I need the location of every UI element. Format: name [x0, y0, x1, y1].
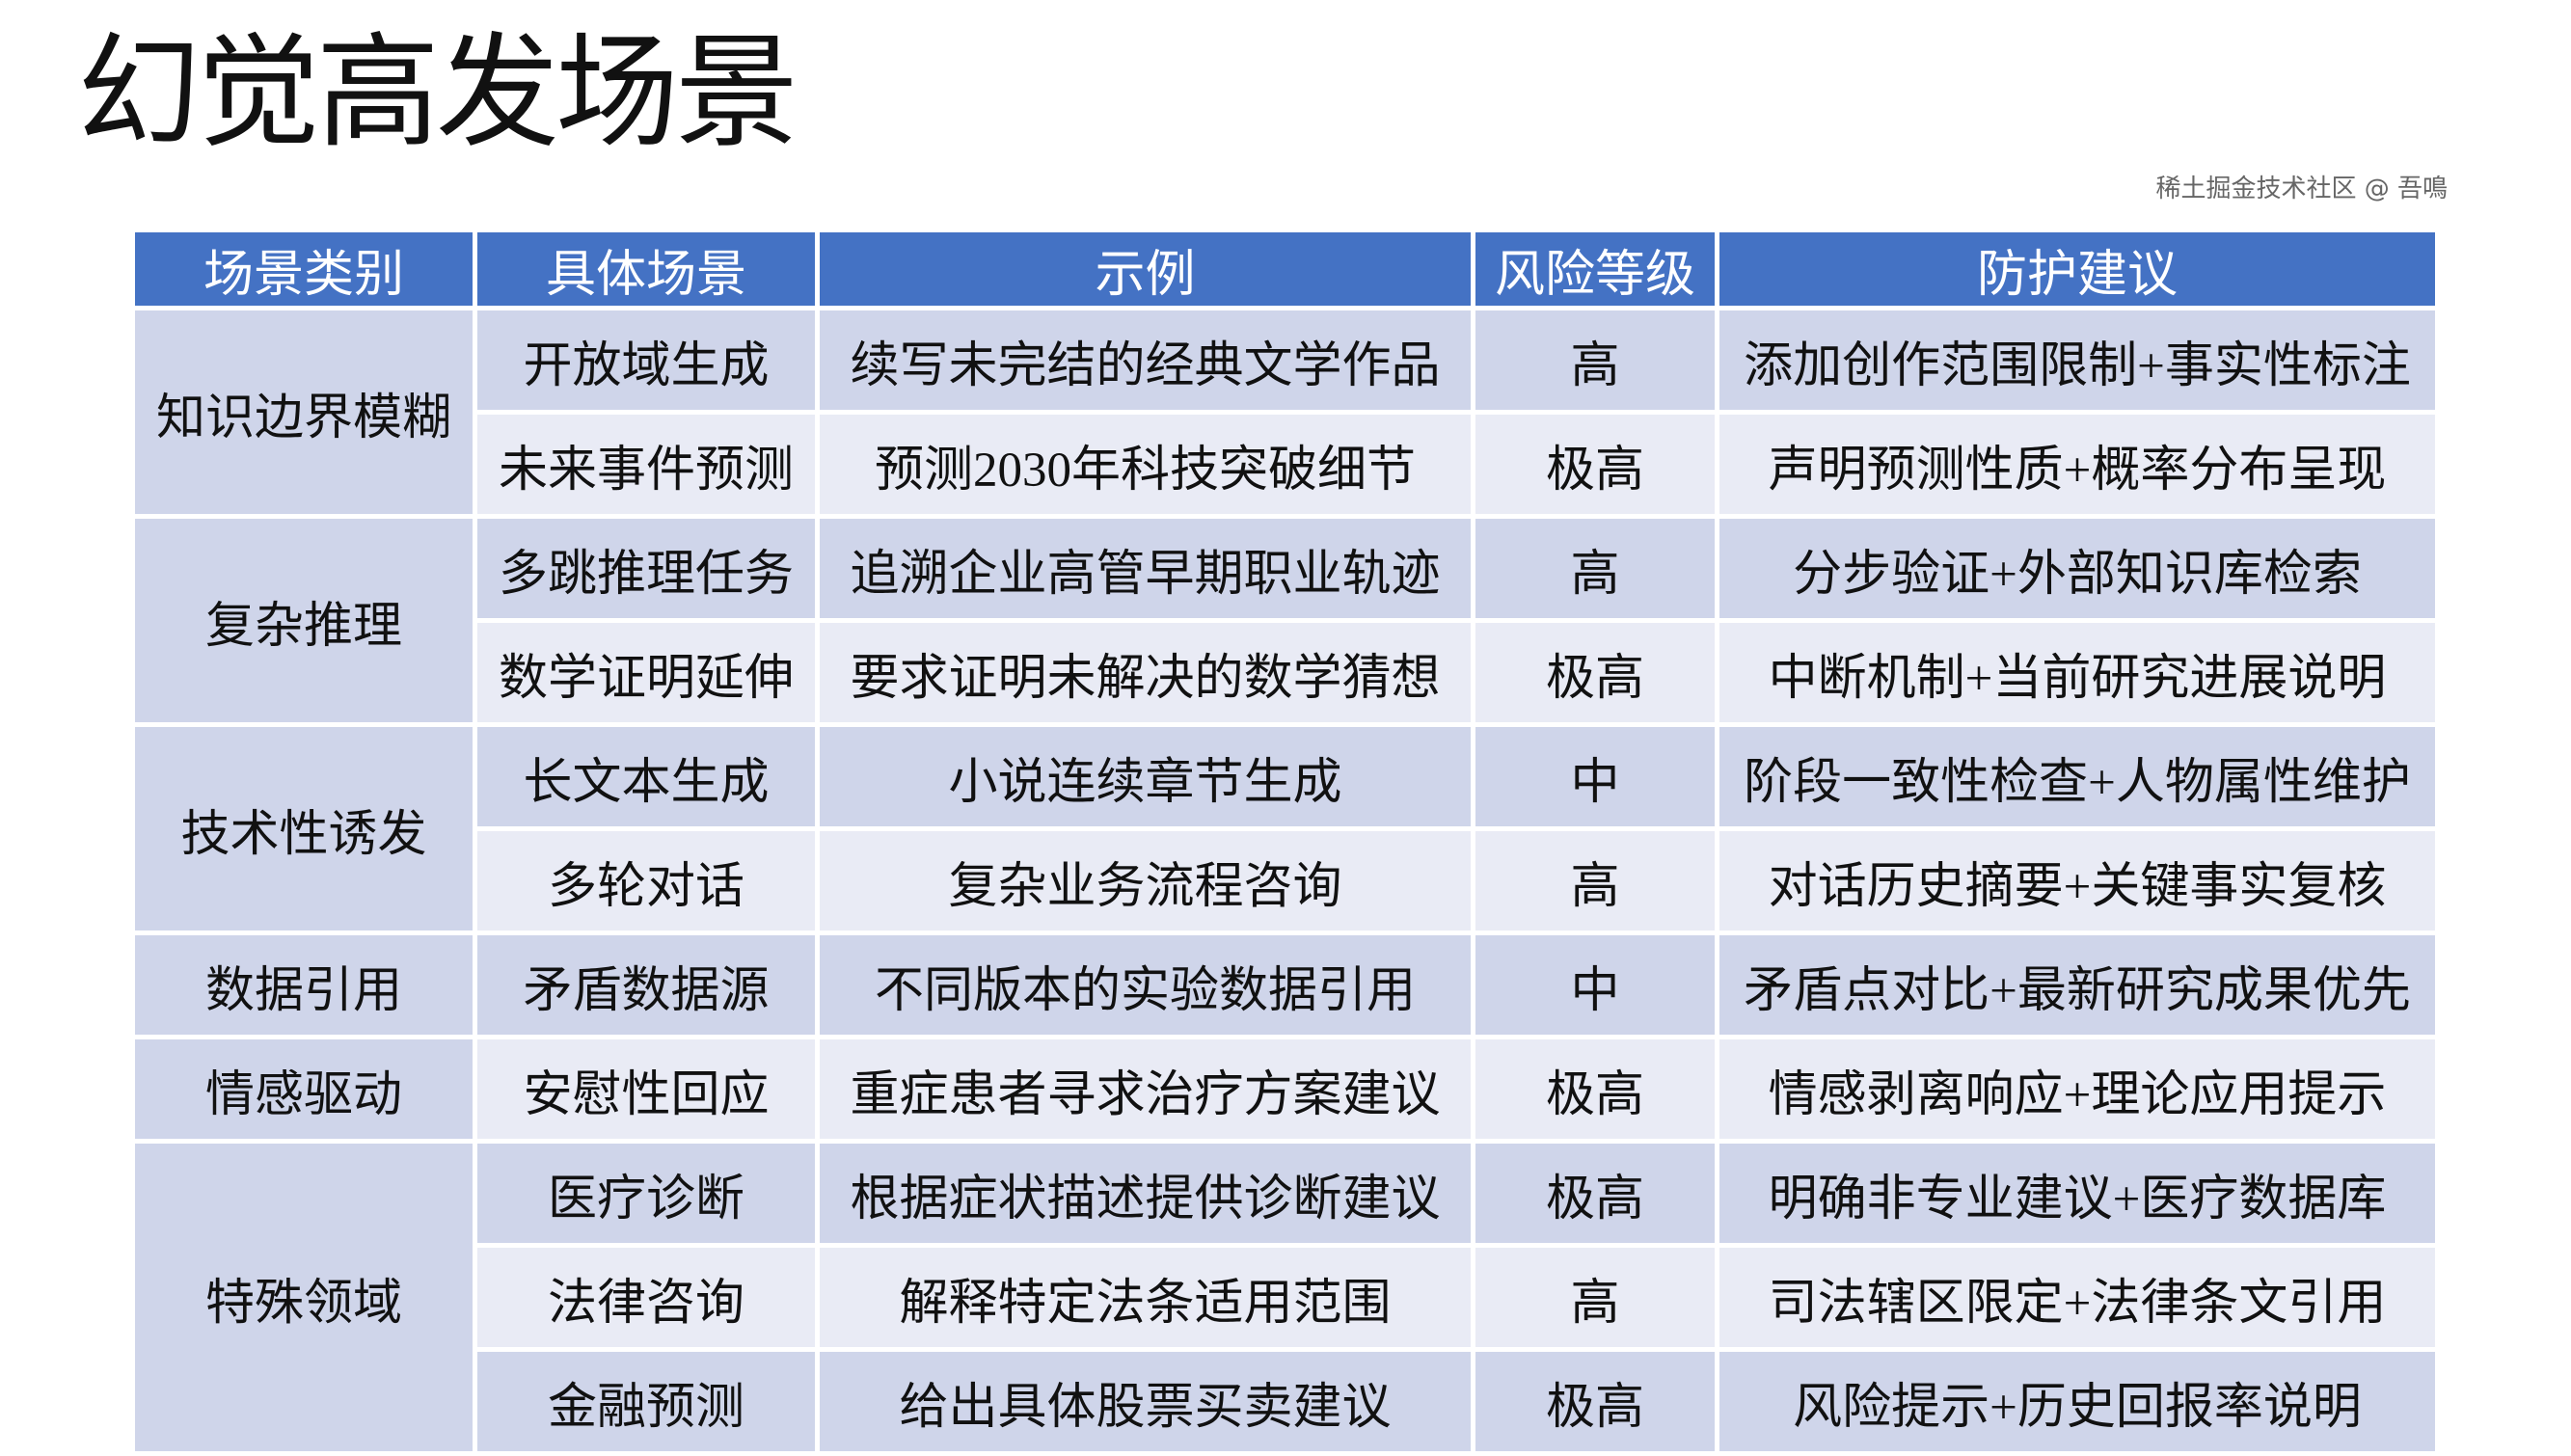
risk-level-cell: 中: [1475, 935, 1715, 1035]
scenario-cell: 金融预测: [477, 1352, 815, 1451]
category-cell: 情感驱动: [135, 1039, 473, 1139]
protection-cell: 分步验证+外部知识库检索: [1719, 519, 2435, 618]
table-row: 数据引用 矛盾数据源 不同版本的实验数据引用中矛盾点对比+最新研究成果优先: [135, 935, 2435, 1035]
risk-level-cell: 极高: [1475, 415, 1715, 514]
table-row: 金融预测 给出具体股票买卖建议 极高 风险提示+历史回报率说明: [135, 1352, 2435, 1451]
watermark: 稀土掘金技术社区 @ 吾鳴: [2155, 175, 2448, 203]
risk-level-cell: 高: [1475, 1248, 1715, 1347]
scenario-cell: 法律咨询: [477, 1248, 815, 1347]
risk-level-cell: 高: [1475, 831, 1715, 930]
header-scenario: 具体场景: [477, 232, 815, 306]
scenario-cell: 长文本生成: [477, 727, 815, 826]
example-cell: 续写未完结的经典文学作品: [820, 310, 1471, 410]
scenario-cell: 多轮对话: [477, 831, 815, 930]
table-row: 多轮对话 复杂业务流程咨询高对话历史摘要+关键事实复核: [135, 831, 2435, 930]
protection-cell: 声明预测性质+概率分布呈现: [1719, 415, 2435, 514]
protection-cell: 情感剥离响应+理论应用提示: [1719, 1039, 2435, 1139]
table-row: 情感驱动 安慰性回应 重症患者寻求治疗方案建议 极高 情感剥离响应+理论应用提示: [135, 1039, 2435, 1139]
risk-level-cell: 极高: [1475, 623, 1715, 722]
risk-level-cell: 高: [1475, 519, 1715, 618]
example-cell: 预测2030年科技突破细节: [820, 415, 1471, 514]
example-cell: 根据症状描述提供诊断建议: [820, 1144, 1471, 1243]
category-cell: 技术性诱发: [135, 727, 473, 930]
example-cell: 重症患者寻求治疗方案建议: [820, 1039, 1471, 1139]
protection-cell: 风险提示+历史回报率说明: [1719, 1352, 2435, 1451]
category-cell: 知识边界模糊: [135, 310, 473, 514]
protection-cell: 对话历史摘要+关键事实复核: [1719, 831, 2435, 930]
example-cell: 不同版本的实验数据引用: [820, 935, 1471, 1035]
example-cell: 复杂业务流程咨询: [820, 831, 1471, 930]
header-category: 场景类别: [135, 232, 473, 306]
header-example: 示例: [820, 232, 1471, 306]
protection-cell: 中断机制+当前研究进展说明: [1719, 623, 2435, 722]
table-row: 特殊领域 医疗诊断 根据症状描述提供诊断建议 极高 明确非专业建议+医疗数据库: [135, 1144, 2435, 1451]
page-title: 幻觉高发场景: [77, 25, 798, 162]
scenario-cell: 开放域生成: [477, 310, 815, 410]
protection-cell: 矛盾点对比+最新研究成果优先: [1719, 935, 2435, 1035]
table-row: 未来事件预测 预测2030年科技突破细节 极高 声明预测性质+概率分布呈现: [135, 415, 2435, 514]
category-cell: 复杂推理: [135, 519, 473, 722]
table-row: 知识边界模糊 开放域生成 续写未完结的经典文学作品高添加创作范围限制+事实性标注: [135, 310, 2435, 514]
example-cell: 小说连续章节生成: [820, 727, 1471, 826]
scenario-cell: 多跳推理任务: [477, 519, 815, 618]
protection-cell: 明确非专业建议+医疗数据库: [1719, 1144, 2435, 1243]
table-row: 复杂推理 多跳推理任务 追溯企业高管早期职业轨迹高分步验证+外部知识库检索: [135, 519, 2435, 722]
risk-level-cell: 极高: [1475, 1039, 1715, 1139]
scenario-cell: 未来事件预测: [477, 415, 815, 514]
hallucination-scenarios-table: 场景类别 具体场景 示例 风险等级 防护建议 知识边界模糊 开放域生成 续写未完结的…: [130, 228, 2440, 1456]
header-protection: 防护建议: [1719, 232, 2435, 306]
category-cell: 特殊领域: [135, 1144, 473, 1451]
example-cell: 解释特定法条适用范围: [820, 1248, 1471, 1347]
protection-cell: 阶段一致性检查+人物属性维护: [1719, 727, 2435, 826]
protection-cell: 添加创作范围限制+事实性标注: [1719, 310, 2435, 410]
scenario-cell: 医疗诊断: [477, 1144, 815, 1243]
header-risk-level: 风险等级: [1475, 232, 1715, 306]
risk-level-cell: 高: [1475, 310, 1715, 410]
scenario-cell: 矛盾数据源: [477, 935, 815, 1035]
table-row: 技术性诱发 长文本生成 小说连续章节生成中阶段一致性检查+人物属性维护: [135, 727, 2435, 930]
protection-cell: 司法辖区限定+法律条文引用: [1719, 1248, 2435, 1347]
example-cell: 要求证明未解决的数学猜想: [820, 623, 1471, 722]
scenario-cell: 数学证明延伸: [477, 623, 815, 722]
table-row: 法律咨询 解释特定法条适用范围高司法辖区限定+法律条文引用: [135, 1248, 2435, 1347]
risk-level-cell: 中: [1475, 727, 1715, 826]
table-row: 数学证明延伸 要求证明未解决的数学猜想 极高 中断机制+当前研究进展说明: [135, 623, 2435, 722]
table-header-row: 场景类别 具体场景 示例 风险等级 防护建议: [135, 232, 2435, 306]
category-cell: 数据引用: [135, 935, 473, 1035]
risk-level-cell: 极高: [1475, 1144, 1715, 1243]
example-cell: 追溯企业高管早期职业轨迹: [820, 519, 1471, 618]
scenario-cell: 安慰性回应: [477, 1039, 815, 1139]
example-cell: 给出具体股票买卖建议: [820, 1352, 1471, 1451]
risk-level-cell: 极高: [1475, 1352, 1715, 1451]
table-body: 知识边界模糊 开放域生成 续写未完结的经典文学作品高添加创作范围限制+事实性标注 未来…: [135, 310, 2435, 1451]
